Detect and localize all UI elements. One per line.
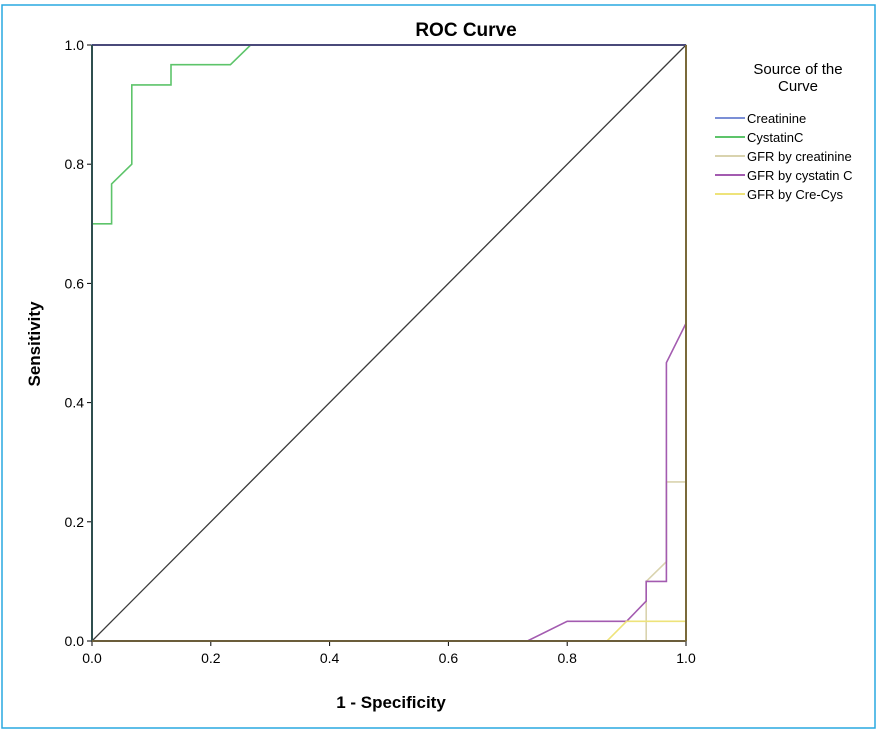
x-tick-label: 0.8 (557, 650, 577, 666)
legend-label: Creatinine (747, 111, 806, 126)
x-tick-label: 1.0 (676, 650, 696, 666)
legend-label: GFR by creatinine (747, 149, 852, 164)
reference-line (91, 44, 687, 642)
x-tick-label: 0.4 (320, 650, 340, 666)
y-tick-label: 0.2 (65, 514, 85, 530)
x-tick-label: 0.0 (82, 650, 102, 666)
series-line-gfr-by-cystatin-c (92, 45, 687, 642)
y-tick-label: 0.6 (65, 275, 85, 291)
legend-label: CystatinC (747, 130, 803, 145)
x-axis-label: 1 - Specificity (336, 693, 446, 712)
y-axis-label: Sensitivity (25, 301, 44, 387)
y-tick-label: 0.0 (65, 633, 85, 649)
y-tick-label: 0.4 (65, 395, 85, 411)
legend-title: Source of the Curve (753, 61, 842, 95)
series-line-cystatinc (91, 44, 686, 641)
chart-title: ROC Curve (415, 20, 516, 41)
chart-border (1, 4, 876, 729)
x-tick-label: 0.6 (439, 650, 459, 666)
y-tick-label: 0.8 (65, 156, 85, 172)
plot-area: 0.0 0.2 0.4 0.6 0.8 1.0 0.0 0.2 0.4 0.6 0.8 1.0 (65, 37, 696, 666)
x-tick-label: 0.2 (201, 650, 221, 666)
legend: Source of the Curve Creatinine CystatinC GF… (715, 61, 852, 202)
legend-label: GFR by Cre-Cys (747, 187, 844, 202)
legend-label: GFR by cystatin C (747, 168, 852, 183)
y-tick-label: 1.0 (65, 37, 85, 53)
